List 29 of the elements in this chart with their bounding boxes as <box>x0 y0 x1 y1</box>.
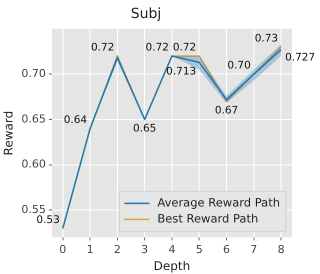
x-tick-label: 2 <box>114 242 121 256</box>
data-label: 0.72 <box>146 41 169 54</box>
y-axis-title: Reward <box>1 110 16 156</box>
x-tick-label: 6 <box>223 242 230 256</box>
x-axis-title: Depth <box>154 258 190 273</box>
data-label: 0.53 <box>36 214 60 226</box>
y-tick-label: 0.55 <box>21 203 46 216</box>
legend-label: Best Reward Path <box>157 211 258 226</box>
y-tick-label: 0.65 <box>21 112 46 126</box>
x-tick-label: 5 <box>196 242 203 256</box>
x-tick-label: 1 <box>86 242 94 256</box>
x-tick-label: 3 <box>141 242 148 256</box>
y-tick-label: 0.60 <box>21 158 46 171</box>
data-label: 0.70 <box>227 60 251 72</box>
x-tick-label: 4 <box>168 242 176 256</box>
data-label: 0.727 <box>285 52 316 64</box>
y-tick-label: 0.70 <box>21 67 46 80</box>
x-tick-label: 0 <box>59 242 66 256</box>
data-label: 0.713 <box>166 65 196 78</box>
data-label: 0.64 <box>64 114 88 126</box>
data-label: 0.72 <box>172 41 196 54</box>
legend-label: Average Reward Path <box>157 195 280 210</box>
data-label: 0.73 <box>254 32 278 44</box>
chart-title: Subj <box>130 6 162 22</box>
x-tick-label: 8 <box>278 242 285 256</box>
x-tick-label: 7 <box>250 242 258 256</box>
data-label: 0.67 <box>214 104 238 116</box>
data-label: 0.65 <box>132 122 156 134</box>
data-label: 0.72 <box>90 41 114 54</box>
